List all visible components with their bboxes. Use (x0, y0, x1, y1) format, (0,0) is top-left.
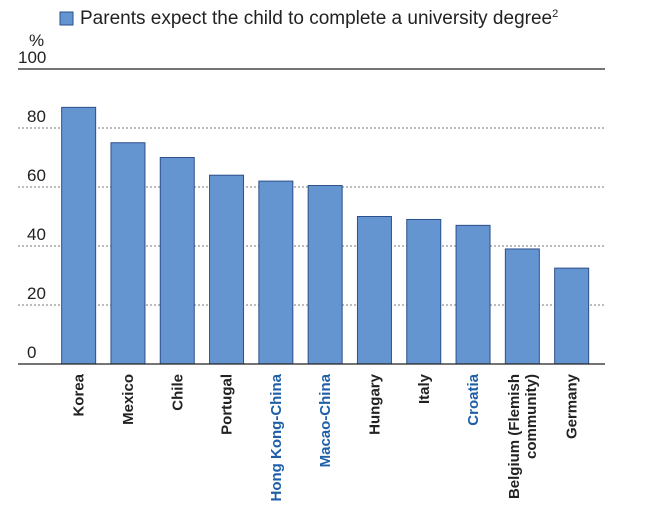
legend-swatch (59, 11, 74, 26)
bars (61, 106, 590, 365)
category-label: Portugal (219, 374, 236, 435)
legend-label: Parents expect the child to complete a u… (80, 8, 558, 29)
category-label: Mexico (120, 374, 137, 425)
category-labels: Korea Mexico Chile Portugal Hong Kong-China M… (71, 373, 581, 501)
bar (159, 157, 195, 365)
category-label: Germany (564, 373, 581, 439)
y-tick-label: 80 (27, 107, 46, 126)
bar (554, 267, 590, 365)
y-tick-label: 40 (27, 225, 46, 244)
category-label: community) (523, 374, 540, 459)
y-tick-label: 100 (18, 48, 46, 67)
y-tick-label: 20 (27, 284, 46, 303)
y-tick-label: 60 (27, 166, 46, 185)
category-label: Hong Kong-China (268, 373, 285, 501)
bar (61, 106, 97, 365)
category-label: Korea (71, 373, 88, 416)
y-axis-unit: % (29, 31, 44, 50)
bar (356, 216, 392, 365)
category-label: Croatia (465, 373, 482, 425)
y-tick-label: 0 (27, 343, 36, 362)
bar (455, 224, 491, 365)
bar (258, 180, 294, 365)
bar (406, 218, 442, 365)
bar (209, 174, 245, 365)
y-tick-labels: 0 20 40 60 80 100 (18, 48, 46, 362)
bar (110, 142, 146, 365)
category-label: Hungary (366, 373, 383, 435)
bar (504, 248, 540, 365)
category-label: Italy (416, 373, 433, 404)
category-label: Chile (169, 374, 186, 411)
bar (307, 185, 343, 365)
category-label: Macao-China (317, 373, 334, 467)
category-label: Belgium (Flemish (506, 374, 523, 499)
